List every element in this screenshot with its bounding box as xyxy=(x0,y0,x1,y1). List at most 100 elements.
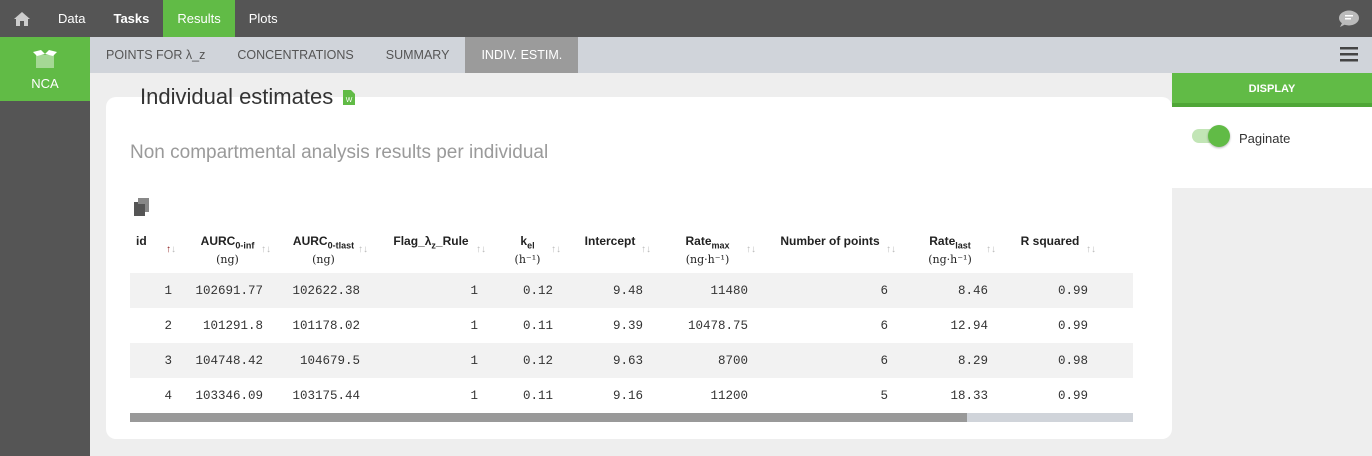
sort-icon[interactable]: ↑↓ xyxy=(886,244,896,255)
table-cell: 103175.44 xyxy=(292,388,360,403)
column-header[interactable]: AURC0-inf (ng) ↑↓ xyxy=(180,228,275,273)
tab-points-for-lambda-z[interactable]: POINTS FOR λ_z xyxy=(106,48,206,62)
home-icon xyxy=(14,11,30,26)
page-subtitle: Non compartmental analysis results per i… xyxy=(130,142,549,163)
table-cell: 0.12 xyxy=(490,343,565,378)
tab-indiv-estim[interactable]: INDIV. ESTIM. xyxy=(465,37,579,73)
column-header[interactable]: adjus xyxy=(1100,228,1133,273)
tab-summary[interactable]: SUMMARY xyxy=(385,48,450,62)
header-unit: (h⁻¹) xyxy=(514,253,541,267)
box-icon xyxy=(33,50,57,68)
table-cell: 1 xyxy=(470,318,478,333)
table-row: 2 101291.8 101178.02 1 0.11 9.39 10478.75 6 12.9… xyxy=(130,308,1133,343)
table-cell: 8.29 xyxy=(900,343,1000,378)
table-cell: 101291.8 xyxy=(202,318,263,333)
chat-icon[interactable] xyxy=(1338,10,1360,33)
table-cell: 1 xyxy=(372,343,490,378)
sort-icon[interactable]: ↑↓ xyxy=(166,244,176,255)
column-header[interactable]: Intercept ↑↓ xyxy=(565,228,655,273)
table-cell: 0.11 xyxy=(522,318,553,333)
left-sidebar: NCA xyxy=(0,37,90,456)
sort-icon[interactable]: ↑↓ xyxy=(1086,244,1096,255)
horizontal-scrollbar[interactable] xyxy=(130,413,1133,422)
sort-icon[interactable]: ↑↓ xyxy=(641,244,651,255)
estimates-table: id ↑↓ AURC0-inf (ng) ↑↓ AURC0-tlast (ng) ↑↓ Flag… xyxy=(130,228,1133,413)
table-cell: 0.99 xyxy=(1057,318,1088,333)
table-cell: 1 xyxy=(130,273,180,308)
top-navbar: Data Tasks Results Plots xyxy=(0,0,1372,37)
display-header[interactable]: DISPLAY xyxy=(1172,73,1372,107)
tab-concentrations[interactable]: CONCENTRATIONS xyxy=(237,48,354,62)
page-title-text: Individual estimates xyxy=(140,84,334,109)
table-cell: 0.99 xyxy=(1000,273,1100,308)
table-cell: 6 xyxy=(760,273,900,308)
column-header[interactable]: kel (h⁻¹) ↑↓ xyxy=(490,228,565,273)
toggle-knob[interactable] xyxy=(1208,125,1230,147)
table-cell: 1 xyxy=(372,273,490,308)
column-header[interactable]: id ↑↓ xyxy=(130,228,180,273)
header-unit: (ng·h⁻¹) xyxy=(685,253,730,267)
table-cell: 104679.5 xyxy=(275,343,372,378)
copy-icon[interactable] xyxy=(133,197,151,222)
nav-plots[interactable]: Plots xyxy=(248,11,278,26)
sort-icon[interactable]: ↑↓ xyxy=(358,244,368,255)
sidebar-item-label: NCA xyxy=(31,76,59,91)
table-cell: 3 xyxy=(130,343,180,378)
paginate-label: Paginate xyxy=(1239,131,1291,146)
table-cell: 5 xyxy=(880,388,888,403)
table-cell: 102691.77 xyxy=(180,273,275,308)
table-cell: 1 xyxy=(470,388,478,403)
scrollbar-thumb[interactable] xyxy=(130,413,967,422)
header-label: kel xyxy=(520,234,535,251)
header-label: Intercept xyxy=(584,234,636,248)
header-unit: (ng) xyxy=(216,253,239,267)
sort-icon[interactable]: ↑↓ xyxy=(476,244,486,255)
column-header[interactable]: AURC0-tlast (ng) ↑↓ xyxy=(275,228,372,273)
display-panel: DISPLAY Paginate xyxy=(1172,73,1372,188)
sort-icon[interactable]: ↑↓ xyxy=(551,244,561,255)
column-header[interactable]: Flag_λz_Rule ↑↓ xyxy=(372,228,490,273)
column-header[interactable]: R squared ↑↓ xyxy=(1000,228,1100,273)
sort-icon[interactable]: ↑↓ xyxy=(261,244,271,255)
results-card xyxy=(106,97,1172,439)
table-cell: 2 xyxy=(164,318,172,333)
table-cell: 11480 xyxy=(655,273,760,308)
paginate-toggle[interactable] xyxy=(1192,125,1230,147)
table-cell: 10478.75 xyxy=(687,318,748,333)
nav-results[interactable]: Results xyxy=(163,0,235,37)
table-cell: 8.46 xyxy=(900,273,1000,308)
nav-tasks[interactable]: Tasks xyxy=(113,11,150,26)
column-header[interactable]: Number of points ↑↓ xyxy=(760,228,900,273)
header-unit: (ng) xyxy=(312,253,335,267)
table-cell: 6 xyxy=(880,318,888,333)
column-header[interactable]: Ratelast (ng·h⁻¹) ↑↓ xyxy=(900,228,1000,273)
table-row: 1 102691.77 102622.38 1 0.12 9.48 11480 6 8.46 0.… xyxy=(130,273,1133,308)
table-cell: 0.12 xyxy=(490,273,565,308)
header-label: Number of points xyxy=(780,234,880,248)
table-cell: 18.33 xyxy=(950,388,988,403)
nav-data[interactable]: Data xyxy=(58,11,86,26)
table-cell: 9.63 xyxy=(565,343,655,378)
word-export-icon[interactable]: W xyxy=(343,89,356,105)
home-button[interactable] xyxy=(0,0,44,37)
table-cell: 9.16 xyxy=(612,388,643,403)
table-cell: 0.98 xyxy=(1000,343,1100,378)
hamburger-menu-icon[interactable] xyxy=(1340,46,1358,67)
sort-icon[interactable]: ↑↓ xyxy=(986,244,996,255)
table-cell: 102622.38 xyxy=(275,273,372,308)
table-cell xyxy=(1100,378,1133,413)
header-label: R squared xyxy=(1020,234,1080,248)
table-cell: 104748.42 xyxy=(180,343,275,378)
column-header[interactable]: Ratemax (ng·h⁻¹) ↑↓ xyxy=(655,228,760,273)
header-label: AURC0-inf xyxy=(200,234,255,251)
sidebar-item-nca[interactable]: NCA xyxy=(0,37,90,101)
table-cell: 11200 xyxy=(710,388,748,403)
header-label: Ratelast xyxy=(929,234,971,251)
sort-icon[interactable]: ↑↓ xyxy=(746,244,756,255)
page-title: Individual estimates W xyxy=(140,84,356,110)
subtab-bar: POINTS FOR λ_z CONCENTRATIONS SUMMARY IN… xyxy=(90,37,1372,73)
table-cell: 8700 xyxy=(655,343,760,378)
table-cell: 6 xyxy=(760,343,900,378)
table-row: 4 103346.09 103175.44 1 0.11 9.16 11200 5 18.33 0… xyxy=(130,378,1133,413)
table-cell: 0.11 xyxy=(522,388,553,403)
